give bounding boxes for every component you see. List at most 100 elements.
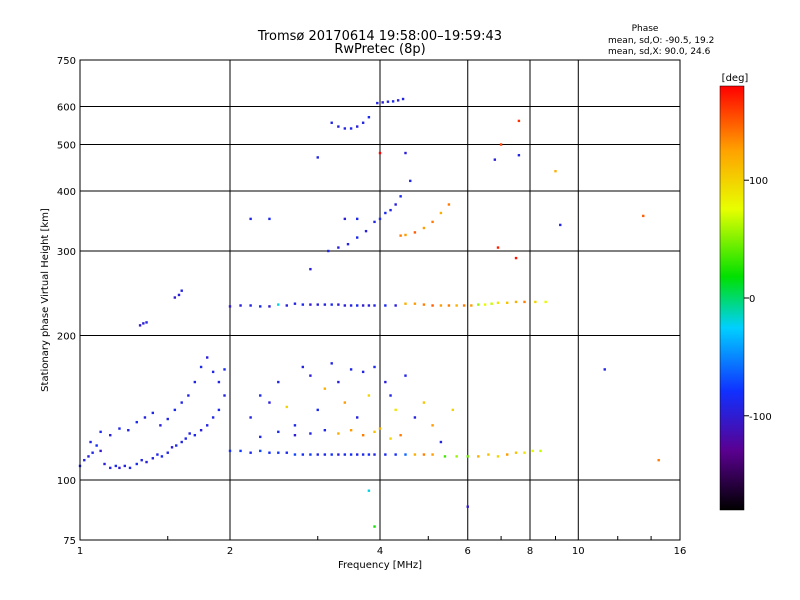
data-point: [523, 300, 526, 304]
data-point: [373, 304, 376, 307]
data-point: [159, 424, 162, 427]
data-point: [337, 432, 340, 435]
data-point: [394, 408, 397, 412]
data-point: [451, 408, 455, 412]
data-point: [404, 151, 407, 155]
data-point: [422, 401, 426, 404]
data-point: [554, 169, 557, 173]
data-point: [343, 401, 347, 404]
data-point: [166, 451, 169, 454]
y-tick-label: 75: [63, 536, 76, 547]
data-point: [378, 427, 382, 430]
data-point: [330, 303, 333, 306]
data-point: [316, 408, 319, 412]
data-point: [109, 466, 112, 470]
data-point: [217, 408, 221, 412]
data-point: [361, 121, 365, 124]
data-point: [249, 451, 252, 454]
data-point: [140, 458, 143, 462]
data-point: [361, 433, 365, 437]
data-point: [316, 303, 319, 306]
data-point: [389, 394, 392, 397]
data-point: [337, 453, 340, 456]
y-tick-label: 100: [57, 476, 76, 487]
data-point: [343, 304, 347, 307]
data-point: [301, 453, 305, 456]
data-point: [514, 256, 518, 260]
data-point: [127, 429, 130, 432]
data-point: [145, 460, 148, 464]
data-point: [277, 380, 280, 384]
data-point: [211, 370, 215, 374]
data-point: [404, 453, 407, 456]
data-point: [493, 158, 497, 161]
x-tick-label: 8: [527, 546, 533, 557]
data-point: [431, 220, 434, 224]
data-point: [477, 455, 480, 458]
data-point: [249, 304, 252, 307]
data-point: [259, 449, 262, 453]
y-tick-label: 300: [57, 247, 76, 258]
data-point: [381, 101, 384, 104]
data-point: [462, 304, 466, 307]
data-point: [394, 304, 397, 307]
data-point: [490, 302, 493, 305]
data-point: [431, 304, 434, 307]
data-point: [199, 429, 203, 432]
data-point: [109, 433, 112, 437]
data-point: [249, 416, 252, 419]
data-point: [514, 300, 518, 304]
data-point: [259, 394, 262, 397]
data-point: [337, 380, 340, 384]
y-tick-label: 600: [57, 103, 76, 114]
data-point: [431, 424, 434, 427]
data-point: [349, 429, 353, 432]
x-tick-label: 1: [77, 546, 83, 557]
data-point: [487, 453, 490, 456]
data-point: [99, 430, 102, 434]
data-point: [544, 300, 547, 304]
data-point: [193, 433, 197, 437]
data-point: [228, 449, 232, 453]
data-point: [505, 453, 509, 456]
data-point: [384, 211, 387, 215]
colorbar-tick-label: 100: [749, 176, 768, 187]
data-point: [160, 455, 164, 458]
y-tick-labels: 75 100 200 300 400 500 600 750: [57, 56, 76, 547]
data-point: [431, 453, 434, 456]
data-point: [399, 234, 402, 237]
data-point: [378, 217, 382, 221]
data-point: [373, 430, 376, 434]
data-point: [87, 455, 90, 458]
data-point: [293, 433, 297, 437]
data-point: [193, 380, 197, 384]
data-point: [309, 432, 312, 435]
data-point: [373, 220, 376, 224]
data-point: [259, 305, 262, 308]
phase-heading: Phase: [632, 24, 659, 34]
y-axis-label: Stationary phase Virtual Height [km]: [40, 208, 51, 392]
data-point: [413, 231, 417, 234]
data-point: [239, 304, 242, 307]
colorbar-tick-label: -100: [749, 412, 772, 423]
data-point: [83, 458, 86, 462]
y-tick-label: 500: [57, 141, 76, 152]
data-point: [657, 458, 660, 462]
data-point: [559, 223, 562, 227]
data-point: [285, 405, 288, 409]
data-point: [118, 427, 121, 430]
data-point: [327, 249, 330, 253]
data-point: [447, 203, 451, 206]
data-point: [373, 365, 376, 369]
data-point: [309, 267, 312, 271]
data-point: [323, 303, 327, 306]
data-point: [409, 179, 412, 183]
data-point: [205, 424, 209, 427]
data-point: [285, 451, 288, 454]
data-point: [422, 303, 426, 306]
data-point: [349, 304, 353, 307]
x-tick-labels: 1 2 4 6 8 10 16: [77, 546, 687, 557]
data-point: [330, 121, 333, 124]
data-point: [343, 127, 347, 130]
data-point: [401, 97, 405, 101]
